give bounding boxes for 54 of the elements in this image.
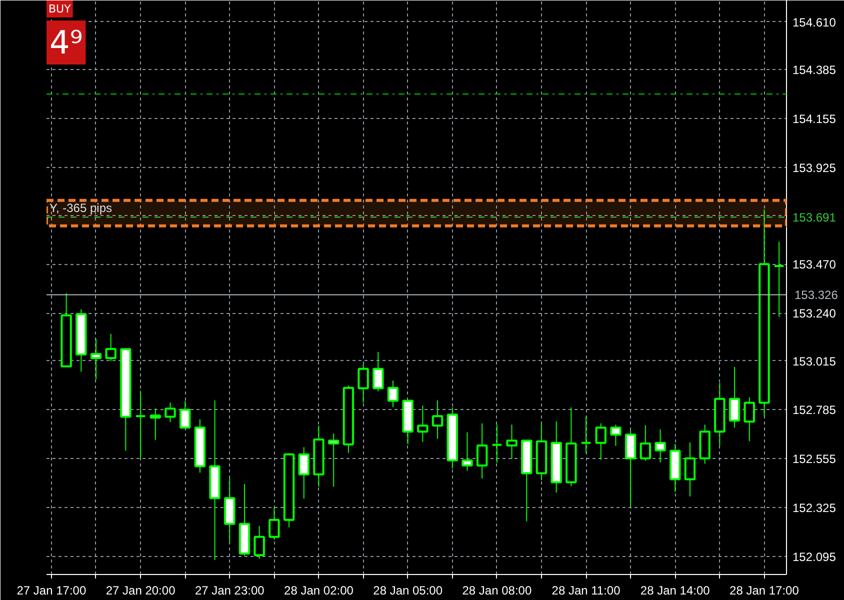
x-tick-label: 28 Jan 17:00 xyxy=(730,584,800,598)
y-tick-label: 152.555 xyxy=(792,452,836,466)
candlestick xyxy=(610,424,622,446)
annotation: Y, -365 pips xyxy=(50,201,112,216)
y-tick-label: 154.610 xyxy=(792,15,836,30)
candlestick xyxy=(164,402,176,423)
x-tick-label: 27 Jan 20:00 xyxy=(106,584,176,598)
x-tick-label: 28 Jan 05:00 xyxy=(373,584,443,598)
candlestick xyxy=(358,364,369,404)
x-tick-label: 28 Jan 02:00 xyxy=(284,584,354,598)
candlestick xyxy=(417,404,428,442)
candlestick xyxy=(372,351,384,392)
annotation: BUY xyxy=(48,2,72,16)
ref-line-label: 153.691 xyxy=(792,210,836,225)
x-tick-label: 28 Jan 08:00 xyxy=(462,584,532,598)
candlestick xyxy=(150,408,161,440)
y-tick-label: 154.155 xyxy=(792,112,836,126)
x-tick-label: 28 Jan 11:00 xyxy=(552,584,621,598)
candlestick xyxy=(268,506,280,540)
annotation: 4⁹ xyxy=(50,24,83,62)
candlestick xyxy=(298,446,310,500)
candlestick xyxy=(90,338,102,380)
y-tick-label: 152.785 xyxy=(792,403,836,418)
candlestick xyxy=(105,333,116,362)
candlestick xyxy=(134,390,146,458)
candlestick xyxy=(432,400,444,440)
candlestick xyxy=(254,526,265,560)
y-tick-label: 153.015 xyxy=(792,354,836,368)
y-tick-label: 154.385 xyxy=(792,63,836,78)
ref-line-label: 153.326 xyxy=(794,288,838,302)
candlestick xyxy=(773,241,785,318)
candlestick xyxy=(179,400,191,429)
candlestick xyxy=(684,442,696,497)
y-tick-label: 153.470 xyxy=(792,258,836,272)
candlestick xyxy=(654,428,666,463)
candlestick xyxy=(728,366,740,428)
candlestick xyxy=(328,432,340,488)
y-tick-label: 152.325 xyxy=(792,501,836,516)
x-tick-label: 28 Jan 14:00 xyxy=(640,584,710,598)
candlestick xyxy=(744,396,755,442)
candlestick xyxy=(595,422,606,460)
candlestick xyxy=(640,424,652,462)
y-tick-label: 153.240 xyxy=(792,306,836,321)
candlestick xyxy=(624,429,636,508)
candlestick xyxy=(580,416,592,454)
candlestick xyxy=(506,424,518,460)
y-tick-label: 153.925 xyxy=(792,160,836,175)
y-tick-label: 152.095 xyxy=(792,550,836,564)
candlestick xyxy=(462,432,473,472)
x-tick-label: 27 Jan 23:00 xyxy=(194,584,265,598)
candlestick xyxy=(476,422,488,480)
x-tick-label: 27 Jan 17:00 xyxy=(16,584,86,598)
candlestick xyxy=(491,424,503,464)
candlestick xyxy=(387,380,399,408)
